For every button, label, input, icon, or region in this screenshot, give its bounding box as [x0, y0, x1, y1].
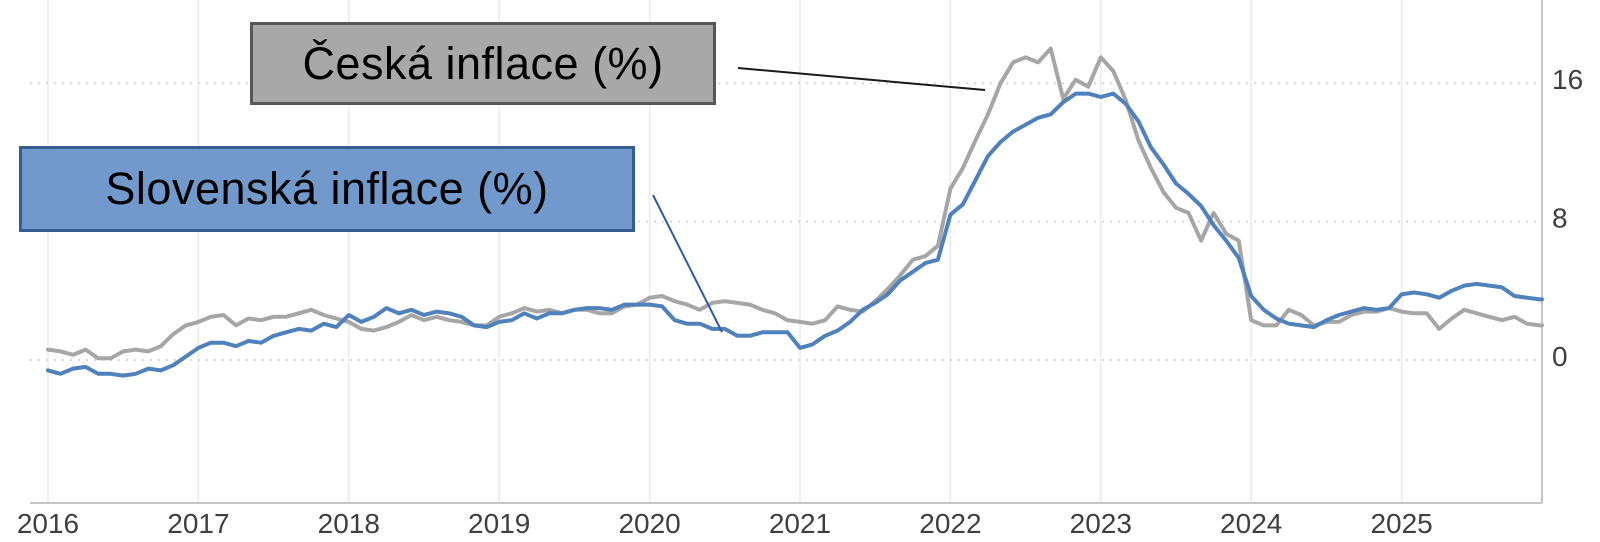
x-tick-label-2024: 2024 [1220, 508, 1282, 539]
legend-box-ceska-inflace: Česká inflace (%) [250, 22, 716, 105]
y-tick-label-8: 8 [1552, 203, 1568, 234]
x-tick-label-2016: 2016 [17, 508, 79, 539]
x-tick-label-2020: 2020 [618, 508, 680, 539]
x-tick-label-2018: 2018 [318, 508, 380, 539]
x-tick-label-2023: 2023 [1070, 508, 1132, 539]
slovenska-callout-line [652, 194, 723, 333]
x-tick-label-2019: 2019 [468, 508, 530, 539]
legend-box-slovenska-inflace: Slovenská inflace (%) [19, 146, 635, 232]
x-tick-label-2021: 2021 [769, 508, 831, 539]
legend-label-ceska-inflace: Česká inflace (%) [302, 37, 664, 89]
ceska-inflace-line [46, 46, 1544, 361]
x-tick-label-2017: 2017 [167, 508, 229, 539]
y-tick-label-16: 16 [1552, 64, 1583, 95]
x-tick-label-2022: 2022 [919, 508, 981, 539]
slovenska-inflace-line [46, 91, 1544, 378]
legend-label-slovenska-inflace: Slovenská inflace (%) [105, 163, 549, 214]
x-tick-label-2025: 2025 [1370, 508, 1432, 539]
ceska-callout-line [737, 67, 986, 91]
y-tick-label-0: 0 [1552, 341, 1568, 372]
